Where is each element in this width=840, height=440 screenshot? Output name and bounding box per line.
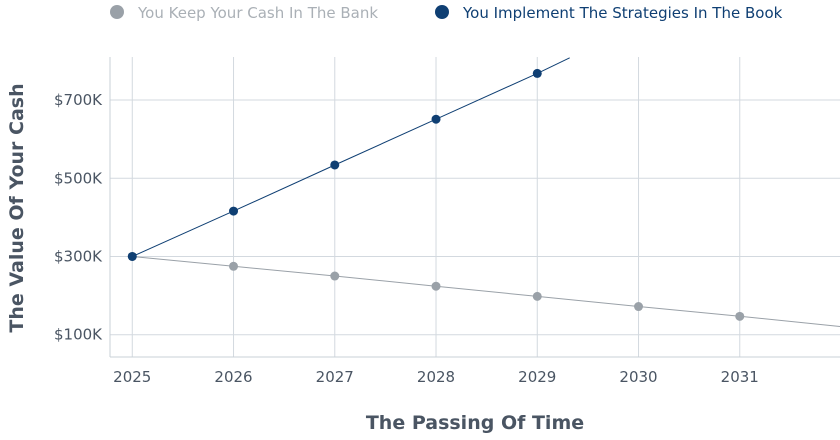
x-tick-label: 2025 <box>113 368 151 386</box>
y-axis-title: The Value Of Your Cash <box>6 83 28 332</box>
y-tick-label: $700K <box>54 91 103 109</box>
series-1-point <box>532 291 542 301</box>
y-tick-label: $100K <box>54 326 103 344</box>
series-1-point <box>330 271 340 281</box>
grid-lines <box>110 57 840 357</box>
legend-label: You Keep Your Cash In The Bank <box>137 4 378 22</box>
legend-item-2[interactable]: You Implement The Strategies In The Book <box>435 4 783 22</box>
x-tick-label: 2028 <box>417 368 455 386</box>
series-2-point <box>532 68 542 78</box>
legend[interactable]: You Keep Your Cash In The Bank You Implem… <box>110 4 783 22</box>
axes <box>109 57 840 358</box>
y-tick-label: $300K <box>54 247 103 265</box>
series-line-1 <box>132 256 840 327</box>
legend-marker-icon <box>435 5 449 19</box>
legend-item-1[interactable]: You Keep Your Cash In The Bank <box>110 4 378 22</box>
x-tick-label: 2031 <box>721 368 759 386</box>
y-tick-label: $500K <box>54 169 103 187</box>
series-2-point <box>431 114 441 124</box>
series-1-point <box>431 281 441 291</box>
tick-labels: 2025 2026 2027 2028 2029 2030 2031 $100K $300K $5… <box>54 91 759 386</box>
series-1-point <box>229 261 239 271</box>
x-tick-label: 2027 <box>316 368 354 386</box>
series-layer <box>127 57 840 327</box>
series-line-2 <box>132 57 570 257</box>
series-2-point <box>229 206 239 216</box>
x-tick-label: 2030 <box>619 368 657 386</box>
series-1-point <box>634 302 644 312</box>
legend-label: You Implement The Strategies In The Book <box>462 4 783 22</box>
legend-marker-icon <box>110 5 124 19</box>
x-axis-title: The Passing Of Time <box>366 412 584 434</box>
series-2-point <box>127 251 137 261</box>
series-1-point <box>735 311 745 321</box>
x-tick-label: 2026 <box>214 368 252 386</box>
series-2-point <box>330 160 340 170</box>
x-tick-label: 2029 <box>518 368 556 386</box>
